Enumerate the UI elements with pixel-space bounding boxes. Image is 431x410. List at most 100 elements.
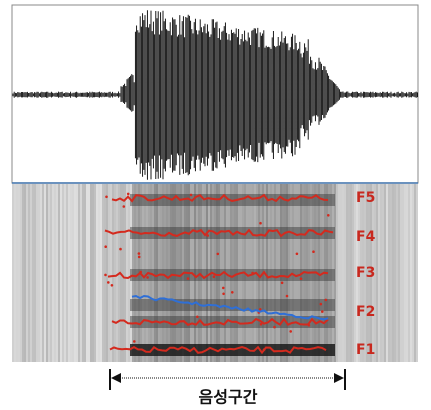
formant-dot bbox=[281, 282, 284, 285]
spectrogram-column bbox=[36, 184, 38, 362]
formant-dot bbox=[259, 222, 262, 225]
spectrogram-column bbox=[398, 184, 400, 362]
spectrogram-column bbox=[56, 184, 58, 362]
spectrogram-column bbox=[352, 184, 354, 362]
spectrogram-column bbox=[110, 184, 112, 362]
spectrogram-column bbox=[340, 184, 342, 362]
formant-dot bbox=[312, 250, 315, 253]
spectrogram-column bbox=[28, 184, 30, 362]
formant-dot bbox=[327, 214, 330, 217]
formant-dot bbox=[105, 196, 108, 199]
spectrogram-column bbox=[24, 184, 26, 362]
spectrogram-column bbox=[112, 184, 114, 362]
formant-dot bbox=[321, 310, 324, 313]
arrow-left bbox=[111, 373, 121, 383]
spectrogram-column bbox=[68, 184, 70, 362]
page: 음성구간 F5 F4 F3 F2 F1 (() => { const data … bbox=[0, 0, 431, 410]
spectrogram-column bbox=[376, 184, 378, 362]
spectrogram-column bbox=[384, 184, 386, 362]
spectrogram-column bbox=[392, 184, 394, 362]
formant-dot bbox=[123, 205, 126, 208]
spectrogram-column bbox=[52, 184, 54, 362]
spectrogram-column bbox=[90, 184, 92, 362]
spectrogram-column bbox=[70, 184, 72, 362]
formant-dot bbox=[259, 308, 262, 311]
spectrogram-column bbox=[404, 184, 406, 362]
spectrogram-column bbox=[16, 184, 18, 362]
spectrogram-column bbox=[414, 184, 416, 362]
spectrogram-column bbox=[46, 184, 48, 362]
spectrogram-column bbox=[344, 184, 346, 362]
formant-label: F3 bbox=[356, 265, 375, 281]
arrow-right bbox=[334, 373, 344, 383]
spectrogram-column bbox=[54, 184, 56, 362]
formant-label: F2 bbox=[356, 304, 375, 320]
spectrogram-column bbox=[62, 184, 64, 362]
spectrogram-column bbox=[26, 184, 28, 362]
spectrogram-column bbox=[94, 184, 96, 362]
spectrogram-column bbox=[336, 184, 338, 362]
formant-dot bbox=[146, 276, 149, 279]
spectrogram-column bbox=[60, 184, 62, 362]
spectrogram-column bbox=[74, 184, 76, 362]
spectrogram-column bbox=[84, 184, 86, 362]
spectrogram-column bbox=[402, 184, 404, 362]
spectrogram-column bbox=[128, 184, 130, 362]
spectrogram-column bbox=[410, 184, 412, 362]
spectrogram-column bbox=[78, 184, 80, 362]
segment-label: 음성구간 bbox=[199, 388, 258, 407]
spectrogram-column bbox=[380, 184, 382, 362]
spectrogram-column bbox=[50, 184, 52, 362]
formant-dot bbox=[260, 323, 263, 326]
formant-dot bbox=[138, 256, 141, 259]
spectrogram-column bbox=[14, 184, 16, 362]
formant-dot bbox=[119, 248, 122, 251]
spectrogram-column bbox=[92, 184, 94, 362]
formant-dot bbox=[107, 281, 110, 284]
formant-dot bbox=[196, 316, 199, 319]
spectrogram-column bbox=[408, 184, 410, 362]
spectrogram-column bbox=[400, 184, 402, 362]
formant-dot bbox=[263, 348, 266, 351]
spectrogram-column bbox=[58, 184, 60, 362]
spectrogram-column bbox=[72, 184, 74, 362]
spectrogram-column bbox=[86, 184, 88, 362]
spectrogram-column bbox=[124, 184, 126, 362]
spectrogram-column bbox=[350, 184, 352, 362]
formant-label: F5 bbox=[356, 190, 375, 206]
spectrogram-column bbox=[76, 184, 78, 362]
spectrogram-column bbox=[100, 184, 102, 362]
formant-dot bbox=[206, 234, 209, 237]
formant-dot bbox=[138, 252, 141, 255]
spectrogram-column bbox=[98, 184, 100, 362]
formant-dot bbox=[296, 253, 299, 256]
spectrogram-column bbox=[396, 184, 398, 362]
spectrogram-column bbox=[342, 184, 344, 362]
spectrogram-column bbox=[40, 184, 42, 362]
spectrogram-column bbox=[390, 184, 392, 362]
formant-dot bbox=[111, 284, 114, 287]
spectrogram-column bbox=[22, 184, 24, 362]
spectrogram-column bbox=[48, 184, 50, 362]
spectrogram-column bbox=[88, 184, 90, 362]
formant-dot bbox=[187, 277, 190, 280]
spectrogram-column bbox=[18, 184, 20, 362]
spectrogram-column bbox=[38, 184, 40, 362]
spectrogram-column bbox=[338, 184, 340, 362]
formant-dot bbox=[222, 293, 225, 296]
formant-dot bbox=[139, 271, 142, 274]
spectrogram-column bbox=[406, 184, 408, 362]
spectrogram-column bbox=[416, 184, 418, 362]
formant-dot bbox=[308, 324, 311, 327]
spectrogram-column bbox=[114, 184, 116, 362]
spectrogram-column bbox=[394, 184, 396, 362]
formant-dot bbox=[133, 340, 136, 343]
formant-dot bbox=[286, 295, 289, 298]
spectrogram-column bbox=[44, 184, 46, 362]
spectrogram-column bbox=[116, 184, 118, 362]
formant-dot bbox=[213, 275, 216, 278]
formant-dot bbox=[325, 299, 328, 302]
formant-dot bbox=[289, 330, 292, 333]
formant-dot bbox=[231, 291, 234, 294]
formant-dot bbox=[251, 272, 254, 275]
